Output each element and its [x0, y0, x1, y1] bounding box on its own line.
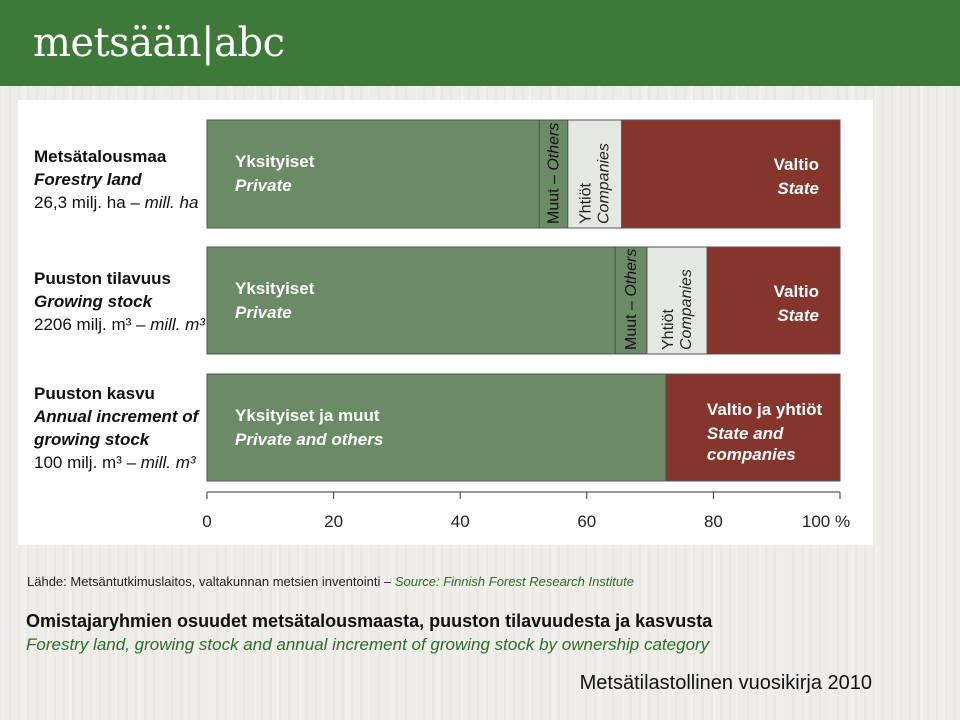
x-tick-label: 20: [324, 512, 343, 531]
row-amount-fi: 2206 milj. m³ –: [34, 315, 151, 334]
segment-label-en: Private and others: [235, 430, 383, 449]
logo: metsään|abc: [33, 20, 285, 66]
vertical-label-others: Muut – Others: [623, 249, 640, 350]
header-bar: metsään|abc: [0, 0, 960, 86]
bar-segment-private: [206, 119, 540, 229]
row-amount: 100 milj. m³ – mill. m³: [34, 451, 204, 474]
row-amount: 26,3 milj. ha – mill. ha: [34, 191, 198, 214]
caption-title-fi: Omistajaryhmien osuudet metsätalousmaast…: [26, 611, 713, 631]
bar-segment-companies: [646, 246, 708, 355]
bar-segment-others: [614, 246, 648, 355]
segment-label-fi: Yksityiset: [235, 152, 315, 171]
segment-label-en-line1: State and: [707, 424, 784, 443]
segment-label-fi: Yksityiset: [235, 279, 315, 298]
source-line: Lähde: Metsäntutkimuslaitos, valtakunnan…: [27, 574, 634, 589]
segment-label-others: Muut – Others: [623, 249, 640, 350]
segment-label-en-line2: companies: [707, 445, 796, 464]
bar-segment-state: [621, 119, 841, 229]
segment-label-en: State: [777, 179, 819, 198]
segment-label-en: Private: [235, 303, 292, 322]
row-label-fi: Metsätalousmaa: [34, 147, 167, 166]
segment-label-fi: Valtio: [774, 282, 819, 301]
segment-label-fi: Valtio ja yhtiöt: [707, 400, 823, 419]
x-tick-label: 80: [704, 512, 723, 531]
segment-label-companies: Yhtiöt: [578, 183, 595, 224]
yearbook-title: Metsätilastollinen vuosikirja 2010: [579, 672, 872, 694]
row-label-forestry-land: Metsätalousmaa Forestry land 26,3 milj. …: [34, 145, 198, 214]
bar-segment-state: [706, 246, 841, 355]
row-amount-fi: 26,3 milj. ha –: [34, 193, 145, 212]
segment-label-companies: Yhtiöt: [660, 309, 677, 350]
row-label-en: Growing stock: [34, 292, 153, 311]
x-tick-label: 40: [451, 512, 470, 531]
bar-segment-private: [206, 246, 616, 355]
segment-label-en: State: [777, 306, 819, 325]
source-fi: Lähde: Metsäntutkimuslaitos, valtakunnan…: [27, 574, 395, 589]
row-label-en: Annual increment of growing stock: [34, 407, 199, 449]
row-amount-unit: mill. m³: [150, 315, 205, 334]
x-tick-label: 60: [577, 512, 596, 531]
bar-segment-companies: [567, 119, 623, 229]
vertical-label-companies: Yhtiöt Companies: [660, 269, 695, 350]
caption-title-en: Forestry land, growing stock and annual …: [26, 635, 710, 654]
row-label-fi: Puuston tilavuus: [34, 269, 171, 288]
x-tick-label: 0: [202, 512, 211, 531]
segment-label-others: Muut – Others: [546, 123, 563, 224]
row-amount-unit: mill. m³: [140, 453, 196, 472]
row-amount-unit: mill. ha: [144, 193, 199, 212]
row-amount-fi: 100 milj. m³ –: [34, 453, 141, 472]
row-amount: 2206 milj. m³ – mill. m³: [34, 313, 205, 336]
bar-segment-state: [665, 373, 841, 482]
x-tick-label: 100 %: [802, 512, 850, 531]
vertical-label-companies: Yhtiöt Companies: [578, 143, 613, 224]
row-label-annual-increment: Puuston kasvu Annual increment of growin…: [34, 382, 204, 474]
vertical-label-others: Muut – Others: [546, 123, 563, 224]
segment-label-fi: Valtio: [774, 155, 819, 174]
row-label-fi: Puuston kasvu: [34, 384, 155, 403]
bar-segment-others: [538, 119, 569, 229]
source-en: Source: Finnish Forest Research Institut…: [394, 574, 634, 589]
row-label-en: Forestry land: [34, 170, 142, 189]
segment-label-companies-en: Companies: [596, 143, 613, 224]
segment-label-companies-en: Companies: [678, 269, 695, 350]
segment-label-en: Private: [235, 176, 292, 195]
bar-segment-private: [206, 373, 667, 482]
row-label-growing-stock: Puuston tilavuus Growing stock 2206 milj…: [34, 267, 205, 336]
segment-label-fi: Yksityiset ja muut: [235, 406, 380, 425]
